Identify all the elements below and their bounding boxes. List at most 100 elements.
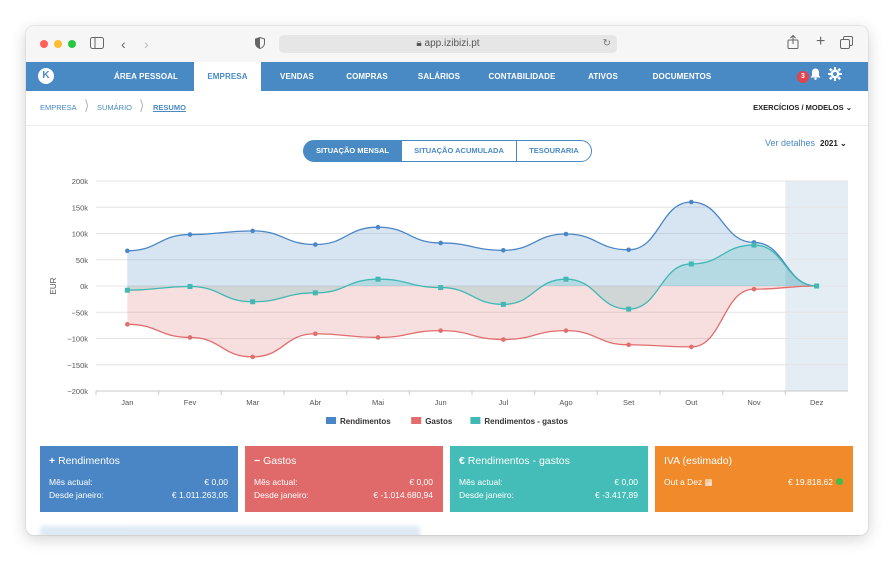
- sidebar-icon[interactable]: [90, 34, 104, 54]
- tab-overview-icon[interactable]: [840, 34, 853, 54]
- summary-card[interactable]: − Gastos Mês actual: € 0,00 Desde janeiro: €…: [245, 446, 443, 512]
- data-point: [689, 344, 694, 350]
- y-axis-title: EUR: [49, 277, 58, 294]
- data-point: [814, 283, 820, 289]
- card-title-text: Rendimentos: [58, 455, 120, 467]
- summary-card[interactable]: € Rendimentos - gastos Mês actual: € 0,00 D…: [450, 446, 648, 512]
- year-dropdown[interactable]: 2021 ⌄: [820, 139, 847, 148]
- data-point: [187, 232, 193, 237]
- data-point: [375, 224, 381, 230]
- y-tick-label: −50k: [72, 308, 89, 317]
- gear-icon[interactable]: [828, 67, 842, 84]
- card-title-text: Gastos: [263, 455, 297, 467]
- legend-swatch: [326, 417, 336, 424]
- url-text: app.izibizi.pt: [424, 38, 480, 49]
- breadcrumb-item-resumo[interactable]: RESUMO: [153, 103, 186, 112]
- y-tick-label: −100k: [67, 335, 88, 344]
- data-point: [626, 306, 632, 312]
- x-tick-label: Jan: [121, 398, 133, 407]
- plus-icon: +: [49, 455, 59, 467]
- data-point: [563, 328, 569, 333]
- nav-item-area-pessoal[interactable]: ÁREA PESSOAL: [113, 72, 179, 81]
- maximize-window-button[interactable]: [68, 40, 76, 48]
- minimize-window-button[interactable]: [54, 40, 62, 48]
- y-tick-label: 150k: [72, 203, 89, 212]
- legend-swatch: [411, 417, 422, 424]
- status-dot-icon: [836, 478, 843, 485]
- nav-item-ativos[interactable]: ATIVOS: [588, 72, 618, 81]
- new-tab-icon[interactable]: +: [816, 33, 826, 50]
- back-icon[interactable]: ‹: [121, 36, 126, 52]
- data-point: [626, 342, 631, 348]
- data-point: [250, 299, 256, 305]
- lock-icon: 🔒︎: [416, 38, 425, 49]
- nav-item-salarios[interactable]: SALÁRIOS: [417, 72, 461, 81]
- ver-detalhes-link[interactable]: Ver detalhes: [765, 138, 816, 148]
- card-title-text: Rendimentos - gastos: [467, 455, 570, 467]
- x-tick-label: Dez: [810, 398, 824, 407]
- x-tick-label: Jun: [435, 398, 447, 407]
- x-tick-label: Out: [685, 398, 698, 407]
- card-title: IVA (estimado): [664, 455, 732, 467]
- legend-swatch: [470, 417, 481, 424]
- data-point: [626, 247, 631, 253]
- card-row-label: Mês actual:: [254, 477, 298, 487]
- nav-item-contabilidade[interactable]: CONTABILIDADE: [488, 72, 556, 81]
- card-row-value: € 1.011.263,05: [171, 490, 228, 500]
- y-tick-label: 100k: [72, 230, 89, 239]
- address-bar[interactable]: 🔒︎ app.izibizi.pt ↻: [279, 35, 617, 53]
- privacy-shield-icon[interactable]: [255, 34, 265, 54]
- minus-icon: −: [254, 455, 264, 467]
- forward-icon[interactable]: ›: [144, 36, 149, 52]
- monthly-situation-chart: 200k 150k 100k 50k 0k −50k −100k −150k −200k Jan…: [49, 177, 848, 426]
- data-point: [125, 248, 130, 254]
- y-tick-label: 0k: [80, 282, 88, 291]
- x-tick-label: Abr: [309, 398, 321, 407]
- legend-label: Rendimentos - gastos: [484, 417, 568, 426]
- series-line-1: [127, 285, 817, 358]
- legend-label: Gastos: [425, 417, 453, 426]
- data-point: [187, 335, 193, 340]
- data-point: [563, 231, 569, 237]
- x-tick-label: Mai: [372, 398, 384, 407]
- x-tick-label: Fev: [184, 398, 197, 407]
- notification-count-badge[interactable]: 3: [797, 71, 809, 83]
- card-row-label: Desde janeiro:: [459, 490, 514, 500]
- nav-item-compras[interactable]: COMPRAS: [346, 72, 388, 81]
- summary-card[interactable]: + Rendimentos Mês actual: € 0,00 Desde jane…: [40, 446, 238, 512]
- breadcrumb-item-sumario[interactable]: SUMÁRIO: [97, 103, 133, 112]
- chevron-down-icon: ⌄: [845, 103, 852, 112]
- data-point: [501, 337, 506, 342]
- data-point: [125, 322, 130, 327]
- tab-situacao-acumulada[interactable]: SITUAÇÃO ACUMULADA: [401, 140, 517, 162]
- nav-item-empresa[interactable]: EMPRESA: [194, 62, 261, 91]
- bell-icon[interactable]: [810, 68, 821, 83]
- card-title: € Rendimentos - gastos: [459, 455, 570, 467]
- reload-icon[interactable]: ↻: [602, 38, 611, 49]
- tab-tesouraria[interactable]: TESOURARIA: [516, 140, 592, 162]
- close-window-button[interactable]: [40, 40, 48, 48]
- data-point: [250, 228, 255, 234]
- card-row-value: € -3.417,89: [594, 490, 638, 500]
- summary-card[interactable]: IVA (estimado) Out a Dez ▦ € 19.818,62: [655, 446, 853, 512]
- y-tick-label: 200k: [72, 177, 89, 186]
- exercicios-modelos-dropdown[interactable]: EXERCÍCIOS / MODELOS ⌄: [753, 103, 852, 112]
- card-row-label: Desde janeiro:: [254, 490, 309, 500]
- data-point: [500, 301, 506, 307]
- share-icon[interactable]: [787, 34, 799, 54]
- data-point: [563, 276, 569, 282]
- tab-situacao-mensal[interactable]: SITUAÇÃO MENSAL: [303, 140, 402, 162]
- calendar-icon[interactable]: ▦: [702, 477, 713, 487]
- data-point: [375, 276, 381, 282]
- card-row-value: € 19.818,62: [788, 477, 843, 487]
- breadcrumb-item-empresa[interactable]: EMPRESA: [40, 103, 77, 112]
- nav-item-vendas[interactable]: VENDAS: [280, 72, 314, 81]
- nav-item-documentos[interactable]: DOCUMENTOS: [652, 72, 712, 81]
- data-point: [124, 287, 130, 293]
- card-row-value: € 0,00: [614, 477, 638, 487]
- data-point: [313, 242, 318, 247]
- data-point: [438, 328, 443, 333]
- x-tick-label: Ago: [559, 398, 572, 407]
- app-logo[interactable]: K: [38, 68, 54, 84]
- card-title: − Gastos: [254, 455, 296, 467]
